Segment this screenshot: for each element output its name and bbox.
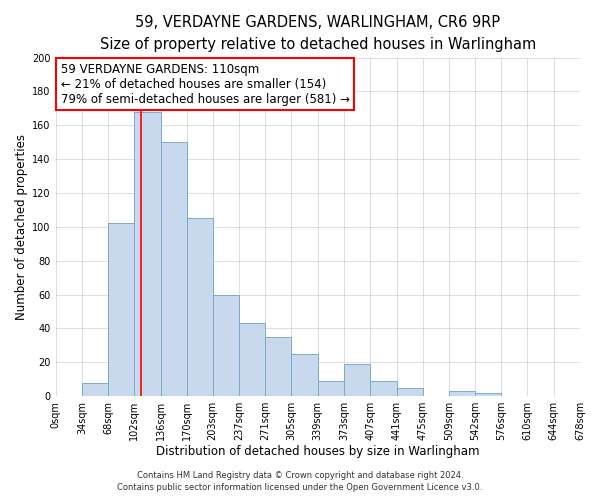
Bar (239, 324, 265, 396)
Bar (292, 354, 318, 396)
X-axis label: Distribution of detached houses by size in Warlingham: Distribution of detached houses by size … (156, 444, 479, 458)
Bar (108, 224, 134, 396)
Text: Contains HM Land Registry data © Crown copyright and database right 2024.
Contai: Contains HM Land Registry data © Crown c… (118, 471, 482, 492)
Bar (187, 218, 212, 396)
Bar (397, 388, 423, 396)
Text: 59 VERDAYNE GARDENS: 110sqm
← 21% of detached houses are smaller (154)
79% of se: 59 VERDAYNE GARDENS: 110sqm ← 21% of det… (61, 62, 350, 106)
Bar (344, 364, 370, 396)
Bar (161, 142, 187, 396)
Bar (134, 112, 161, 396)
Y-axis label: Number of detached properties: Number of detached properties (15, 134, 28, 320)
Bar (82, 382, 108, 396)
Bar (265, 337, 292, 396)
Bar (212, 294, 239, 396)
Bar (475, 392, 501, 396)
Bar (318, 381, 344, 396)
Bar (449, 391, 475, 396)
Title: 59, VERDAYNE GARDENS, WARLINGHAM, CR6 9RP
Size of property relative to detached : 59, VERDAYNE GARDENS, WARLINGHAM, CR6 9R… (100, 15, 536, 52)
Bar (370, 381, 397, 396)
